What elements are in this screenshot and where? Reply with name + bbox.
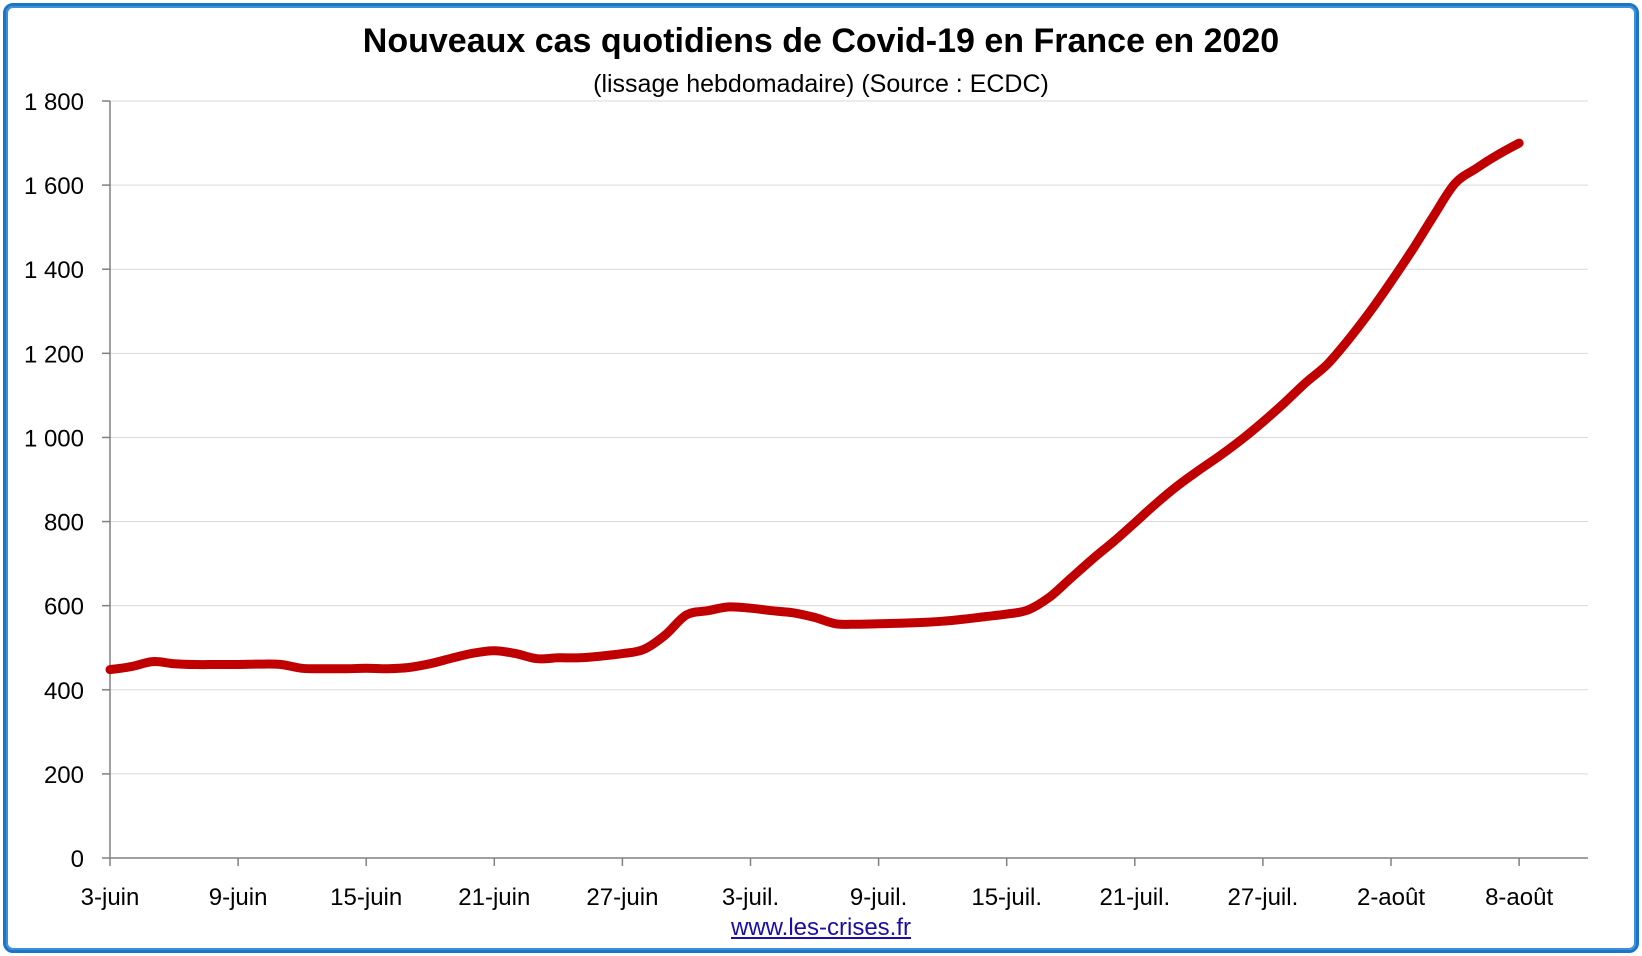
x-axis-ticks: 3-juin 9-juin 15-juin 21-juin 27-juin 3-juil.… [81, 858, 1553, 911]
x-tick-label: 2-août [1357, 884, 1425, 911]
x-tick-label: 3-juin [81, 884, 140, 911]
chart-title: Nouveaux cas quotidiens de Covid-19 en F… [362, 22, 1280, 60]
axes [109, 101, 1588, 859]
series-line [105, 138, 1524, 675]
y-tick-label: 1 200 [24, 341, 84, 368]
x-tick-label: 8-août [1485, 884, 1553, 911]
source-link[interactable]: www.les-crises.fr [730, 914, 911, 941]
y-tick-label: 1 400 [24, 257, 84, 284]
y-tick-label: 1 800 [24, 89, 84, 116]
y-tick-label: 800 [44, 510, 84, 537]
y-tick-label: 600 [44, 594, 84, 621]
x-tick-label: 9-juil. [850, 884, 907, 911]
series-layer [105, 138, 1524, 675]
x-tick-label: 9-juin [209, 884, 268, 911]
x-tick-label: 3-juil. [722, 884, 779, 911]
y-tick-label: 200 [44, 762, 84, 789]
x-tick-label: 21-juin [458, 884, 530, 911]
y-axis-ticks: 0 200 400 600 800 1 000 1 200 1 400 1 600 1 800 [24, 89, 110, 873]
x-tick-label: 15-juil. [971, 884, 1042, 911]
x-tick-label: 21-juil. [1099, 884, 1170, 911]
y-tick-label: 1 000 [24, 425, 84, 452]
y-tick-label: 1 600 [24, 173, 84, 200]
y-tick-label: 400 [44, 678, 84, 705]
x-tick-label: 27-juin [586, 884, 658, 911]
chart-subtitle: (lissage hebdomadaire) (Source : ECDC) [593, 70, 1049, 98]
y-tick-label: 0 [71, 846, 84, 873]
x-tick-label: 15-juin [330, 884, 402, 911]
x-tick-label: 27-juil. [1228, 884, 1299, 911]
chart-frame [3, 3, 1639, 953]
